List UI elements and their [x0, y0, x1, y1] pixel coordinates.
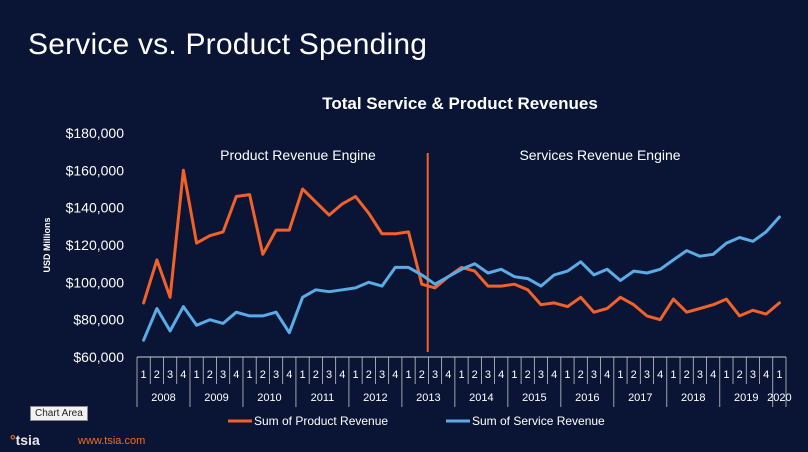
quarter-label: 3 — [273, 369, 279, 381]
year-label: 2009 — [204, 392, 228, 404]
year-label: 2015 — [522, 392, 546, 404]
quarter-label: 1 — [247, 369, 253, 381]
quarter-label: 1 — [723, 369, 729, 381]
year-label: 2010 — [257, 392, 281, 404]
year-label: 2018 — [681, 392, 705, 404]
quarter-label: 2 — [260, 369, 266, 381]
quarter-label: 3 — [379, 369, 385, 381]
year-label: 2014 — [469, 392, 493, 404]
quarter-label: 2 — [737, 369, 743, 381]
year-label: 2019 — [734, 392, 758, 404]
quarter-label: 4 — [445, 369, 451, 381]
quarter-label: 1 — [352, 369, 358, 381]
quarter-label: 3 — [485, 369, 491, 381]
quarter-label: 3 — [644, 369, 650, 381]
quarter-label: 2 — [631, 369, 637, 381]
quarter-label: 4 — [339, 369, 345, 381]
quarter-label: 3 — [220, 369, 226, 381]
quarter-label: 2 — [578, 369, 584, 381]
y-tick-label: $80,000 — [73, 312, 124, 328]
legend-service-label: Sum of Service Revenue — [472, 414, 605, 428]
year-label: 2008 — [151, 392, 175, 404]
quarter-label: 1 — [511, 369, 517, 381]
quarter-label: 2 — [154, 369, 160, 381]
y-tick-label: $140,000 — [66, 200, 125, 216]
quarter-label: 2 — [684, 369, 690, 381]
legend-product-label: Sum of Product Revenue — [254, 414, 388, 428]
y-tick-label: $180,000 — [66, 125, 125, 141]
y-tick-label: $60,000 — [73, 349, 124, 365]
chart-area-tooltip: Chart Area — [30, 406, 88, 421]
annotation-services-engine: Services Revenue Engine — [519, 147, 680, 163]
quarter-label: 4 — [710, 369, 716, 381]
year-label: 2017 — [628, 392, 652, 404]
y-tick-label: $100,000 — [66, 274, 125, 290]
quarter-label: 3 — [750, 369, 756, 381]
logo-dot: ° — [10, 432, 16, 448]
quarter-label: 2 — [366, 369, 372, 381]
tsia-logo: °tsia — [10, 432, 40, 448]
quarter-label: 4 — [286, 369, 292, 381]
year-label: 2011 — [311, 392, 335, 404]
logo-text: tsia — [15, 432, 40, 448]
quarter-label: 4 — [180, 369, 186, 381]
chart-title: Total Service & Product Revenues — [322, 94, 598, 113]
year-label: 2013 — [416, 392, 440, 404]
quarter-label: 1 — [405, 369, 411, 381]
quarter-label: 4 — [233, 369, 239, 381]
quarter-label: 1 — [776, 369, 782, 381]
quarter-label: 4 — [604, 369, 610, 381]
year-label: 2012 — [363, 392, 387, 404]
annotation-product-engine: Product Revenue Engine — [220, 147, 376, 163]
quarter-label: 4 — [657, 369, 663, 381]
year-label: 2020 — [767, 392, 791, 404]
quarter-label: 3 — [326, 369, 332, 381]
quarter-label: 2 — [419, 369, 425, 381]
quarter-label: 4 — [498, 369, 504, 381]
quarter-label: 1 — [141, 369, 147, 381]
quarter-label: 3 — [697, 369, 703, 381]
quarter-label: 4 — [551, 369, 557, 381]
quarter-label: 2 — [525, 369, 531, 381]
quarter-label: 2 — [472, 369, 478, 381]
quarter-label: 2 — [313, 369, 319, 381]
quarter-label: 3 — [538, 369, 544, 381]
y-tick-label: $120,000 — [66, 237, 125, 253]
quarter-label: 4 — [763, 369, 769, 381]
quarter-label: 1 — [194, 369, 200, 381]
brand-url[interactable]: www.tsia.com — [78, 435, 146, 447]
quarter-label: 3 — [591, 369, 597, 381]
y-tick-label: $160,000 — [66, 162, 125, 178]
quarter-label: 2 — [207, 369, 213, 381]
quarter-label: 1 — [617, 369, 623, 381]
quarter-label: 1 — [670, 369, 676, 381]
quarter-label: 1 — [564, 369, 570, 381]
slide-title: Service vs. Product Spending — [28, 28, 428, 61]
product-revenue-line — [142, 168, 781, 322]
quarter-label: 4 — [392, 369, 398, 381]
year-label: 2016 — [575, 392, 599, 404]
service-revenue-line — [142, 215, 781, 342]
quarter-label: 1 — [299, 369, 305, 381]
quarter-label: 3 — [167, 369, 173, 381]
y-axis-label: USD Millions — [42, 217, 52, 272]
quarter-label: 3 — [432, 369, 438, 381]
quarter-label: 1 — [458, 369, 464, 381]
